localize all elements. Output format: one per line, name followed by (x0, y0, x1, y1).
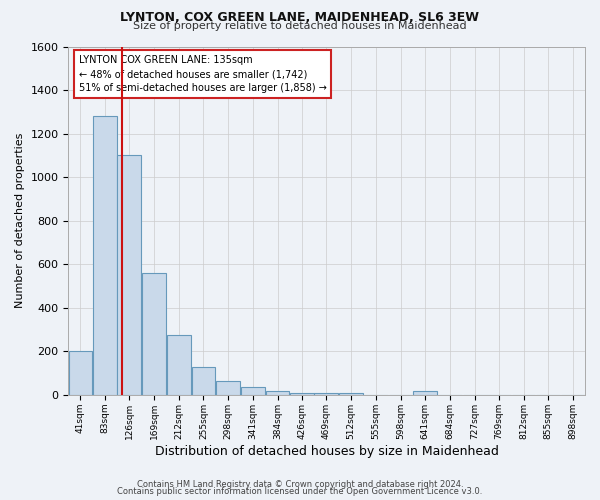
Bar (191, 366, 215, 395)
Bar (241, 388, 265, 395)
Bar (92, 116, 116, 395)
Bar (167, 335, 191, 395)
Bar (68, 352, 92, 395)
Text: LYNTON, COX GREEN LANE, MAIDENHEAD, SL6 3EW: LYNTON, COX GREEN LANE, MAIDENHEAD, SL6 … (121, 11, 479, 24)
Y-axis label: Number of detached properties: Number of detached properties (15, 133, 25, 308)
Bar (413, 390, 437, 395)
Text: Contains public sector information licensed under the Open Government Licence v3: Contains public sector information licen… (118, 487, 482, 496)
Text: Contains HM Land Registry data © Crown copyright and database right 2024.: Contains HM Land Registry data © Crown c… (137, 480, 463, 489)
Bar (216, 381, 240, 395)
Bar (314, 393, 338, 395)
Bar (339, 393, 363, 395)
Bar (118, 156, 141, 395)
Bar (290, 393, 314, 395)
Text: LYNTON COX GREEN LANE: 135sqm
← 48% of detached houses are smaller (1,742)
51% o: LYNTON COX GREEN LANE: 135sqm ← 48% of d… (79, 55, 326, 93)
Bar (266, 390, 289, 395)
Text: Size of property relative to detached houses in Maidenhead: Size of property relative to detached ho… (133, 21, 467, 31)
X-axis label: Distribution of detached houses by size in Maidenhead: Distribution of detached houses by size … (155, 444, 499, 458)
Bar (142, 273, 166, 395)
